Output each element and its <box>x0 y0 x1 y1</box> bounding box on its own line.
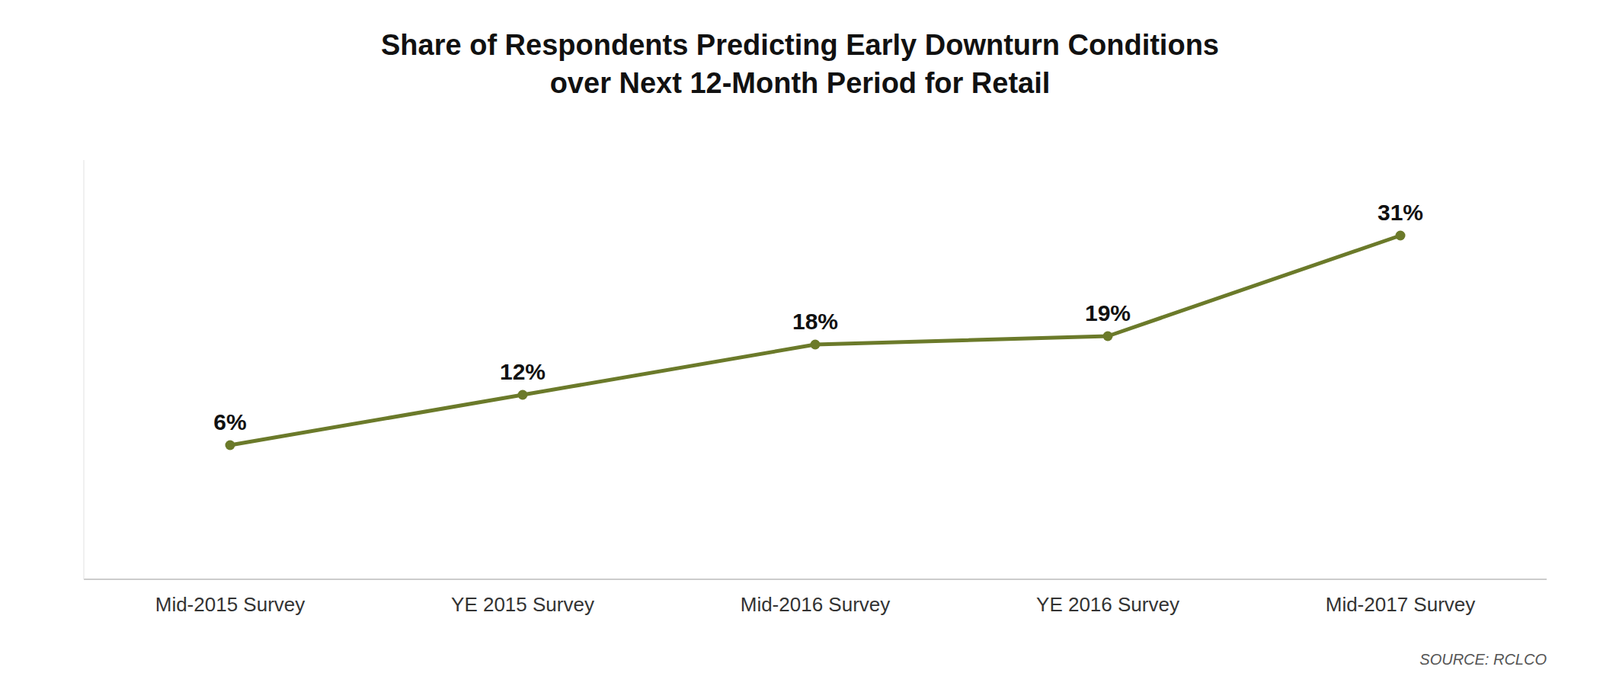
x-tick-label: Mid-2016 Survey <box>740 592 891 616</box>
x-tick-label: Mid-2017 Survey <box>1325 592 1476 616</box>
point <box>1395 230 1406 241</box>
line <box>230 235 1401 445</box>
x-tick-label: YE 2016 Survey <box>1036 592 1180 616</box>
x-axis-line <box>83 578 1547 580</box>
y-axis-line <box>83 160 85 580</box>
subtitle: over Next 12-Month Period for Retail <box>550 67 1051 100</box>
point <box>1103 331 1114 342</box>
marks <box>225 230 1406 451</box>
chart-container: Share of Respondents Predicting Early Do… <box>0 0 1600 686</box>
data-label: 12% <box>499 358 546 384</box>
x-tick-label: YE 2015 Survey <box>451 592 595 616</box>
point <box>225 440 236 451</box>
point <box>810 339 821 350</box>
data-label: 19% <box>1084 300 1131 326</box>
data-label: 31% <box>1377 199 1424 225</box>
point <box>518 390 528 400</box>
x-tick-label: Mid-2015 Survey <box>155 592 306 616</box>
data-label: 6% <box>213 409 247 435</box>
data-label: 18% <box>792 308 839 334</box>
source-annotation: SOURCE: RCLCO <box>1419 650 1547 668</box>
chart: Share of Respondents Predicting Early Do… <box>0 0 1600 686</box>
title: Share of Respondents Predicting Early Do… <box>380 28 1220 61</box>
